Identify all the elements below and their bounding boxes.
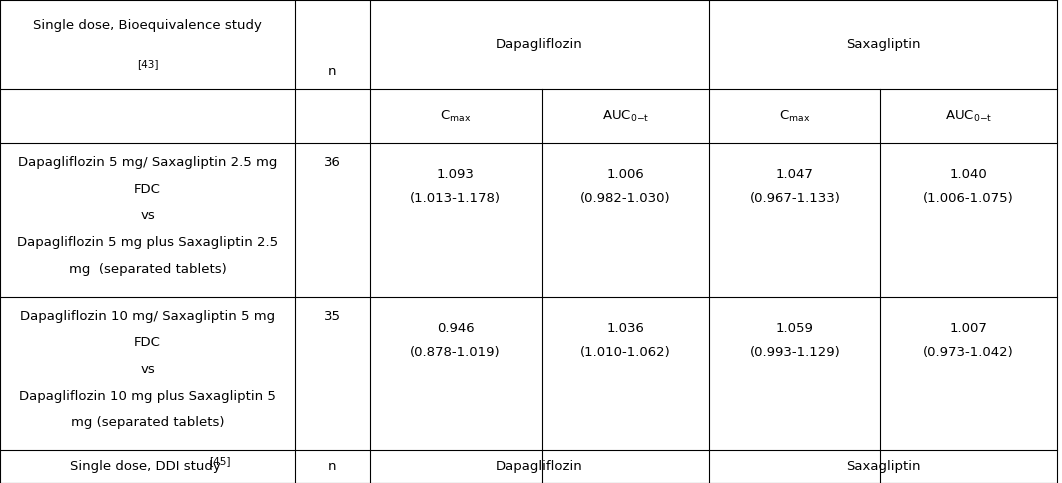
Text: (1.010-1.062): (1.010-1.062) [580, 346, 671, 359]
Text: (1.006-1.075): (1.006-1.075) [923, 193, 1014, 205]
Text: Dapagliflozin 5 mg plus Saxagliptin 2.5: Dapagliflozin 5 mg plus Saxagliptin 2.5 [17, 236, 278, 249]
Text: C$_{\mathrm{max}}$: C$_{\mathrm{max}}$ [780, 109, 810, 124]
Text: Saxagliptin: Saxagliptin [845, 460, 921, 473]
Text: C$_{\mathrm{max}}$: C$_{\mathrm{max}}$ [440, 109, 472, 124]
Text: 1.036: 1.036 [606, 322, 645, 335]
Text: 36: 36 [324, 156, 341, 169]
Text: [45]: [45] [209, 456, 230, 466]
Text: Dapagliflozin 10 mg plus Saxagliptin 5: Dapagliflozin 10 mg plus Saxagliptin 5 [19, 390, 276, 402]
Text: Dapagliflozin 10 mg/ Saxagliptin 5 mg: Dapagliflozin 10 mg/ Saxagliptin 5 mg [20, 310, 275, 323]
Text: (0.993-1.129): (0.993-1.129) [750, 346, 840, 359]
Text: (0.973-1.042): (0.973-1.042) [923, 346, 1014, 359]
Text: Dapagliflozin 5 mg/ Saxagliptin 2.5 mg: Dapagliflozin 5 mg/ Saxagliptin 2.5 mg [18, 156, 277, 169]
Text: Dapagliflozin: Dapagliflozin [496, 460, 583, 473]
Text: 0.946: 0.946 [436, 322, 475, 335]
Text: mg (separated tablets): mg (separated tablets) [71, 416, 224, 429]
Text: 35: 35 [324, 310, 341, 323]
Text: 1.059: 1.059 [776, 322, 813, 335]
Text: [43]: [43] [137, 59, 158, 69]
Text: mg  (separated tablets): mg (separated tablets) [69, 263, 226, 275]
Text: Dapagliflozin: Dapagliflozin [496, 38, 583, 51]
Text: (0.878-1.019): (0.878-1.019) [410, 346, 501, 359]
Text: 1.047: 1.047 [776, 169, 813, 181]
Text: AUC$_{\mathrm{0\mathsf{-}t}}$: AUC$_{\mathrm{0\mathsf{-}t}}$ [945, 109, 992, 124]
Text: 1.093: 1.093 [436, 169, 475, 181]
Text: (1.013-1.178): (1.013-1.178) [410, 193, 501, 205]
Text: vs: vs [140, 363, 155, 376]
Text: Single dose, Bioequivalence study: Single dose, Bioequivalence study [33, 19, 262, 32]
Text: (0.967-1.133): (0.967-1.133) [750, 193, 840, 205]
Text: n: n [328, 460, 337, 473]
Text: (0.982-1.030): (0.982-1.030) [580, 193, 671, 205]
Text: AUC$_{\mathrm{0\mathsf{-}t}}$: AUC$_{\mathrm{0\mathsf{-}t}}$ [602, 109, 649, 124]
Text: vs: vs [140, 210, 155, 222]
Text: n: n [328, 65, 337, 78]
Text: 1.040: 1.040 [949, 169, 988, 181]
Text: FDC: FDC [134, 183, 161, 196]
Text: 1.007: 1.007 [949, 322, 988, 335]
Text: Saxagliptin: Saxagliptin [845, 38, 921, 51]
Text: Single dose, DDI study: Single dose, DDI study [70, 460, 225, 473]
Text: 1.006: 1.006 [606, 169, 645, 181]
Text: FDC: FDC [134, 337, 161, 349]
